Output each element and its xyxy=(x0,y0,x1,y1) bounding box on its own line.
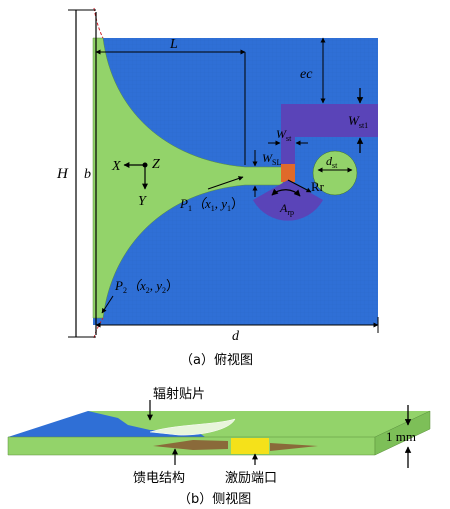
axis-z-label: Z xyxy=(152,157,160,172)
radial-stub xyxy=(253,180,323,221)
dim-wst-label: Wst xyxy=(276,127,292,143)
dim-d-label: d xyxy=(232,329,240,344)
dim-ec-label: ec xyxy=(300,67,313,82)
dim-b-label: b xyxy=(84,167,91,182)
label-feed: 馈电结构 xyxy=(133,471,185,486)
slab-side xyxy=(374,410,431,456)
side-view: 1 mm 辐射贴片 馈电结构 激励端口 （b）侧视图 xyxy=(7,386,431,507)
feed-structure xyxy=(153,440,228,450)
top-view: H b L ec Wst1 Wst WSL dst Rr Arp xyxy=(56,7,379,368)
feed-strip-horizontal xyxy=(281,104,378,137)
dim-rr-line xyxy=(287,179,312,193)
caption-b: （b）侧视图 xyxy=(178,492,251,507)
dim-dst-label: dst xyxy=(326,154,338,170)
caption-a: （a）俯视图 xyxy=(180,352,253,368)
feed-strip-vertical xyxy=(281,104,295,168)
patch-wave xyxy=(149,418,236,436)
axis-x-label: X xyxy=(111,159,121,174)
dim-wsl-label: WSL xyxy=(262,151,281,167)
excitation-port xyxy=(231,438,269,454)
p1-pointer xyxy=(207,176,244,190)
axis-y-label: Y xyxy=(138,194,148,209)
p2-pointer xyxy=(101,295,114,314)
edge-marker xyxy=(93,7,104,39)
dim-arp-arc xyxy=(271,188,301,197)
dim-rr-label: Rr xyxy=(311,179,325,194)
dim-arp-label: Arp xyxy=(279,201,294,217)
feed-port xyxy=(281,164,295,182)
circular-stub xyxy=(312,150,358,196)
dim-H-label: H xyxy=(56,166,69,182)
patch-top-green xyxy=(88,411,430,437)
feed-structure-sector xyxy=(270,443,318,451)
label-port: 激励端口 xyxy=(225,471,277,486)
edge-marker xyxy=(93,317,104,339)
dim-L-label: L xyxy=(169,37,178,52)
label-patch: 辐射贴片 xyxy=(153,386,205,402)
dim-wst1-label: Wst1 xyxy=(348,113,368,130)
label-thickness: 1 mm xyxy=(386,429,416,444)
point-p1-label: P1（x1, y1） xyxy=(179,196,244,213)
point-p2-label: P2（x2, y2） xyxy=(114,278,179,295)
